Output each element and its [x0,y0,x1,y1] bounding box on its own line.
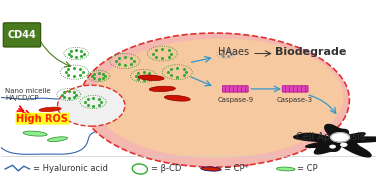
FancyBboxPatch shape [282,86,308,92]
Ellipse shape [80,33,349,167]
Text: Cell Apoptosis: Cell Apoptosis [296,132,365,142]
Polygon shape [294,125,377,157]
Ellipse shape [201,167,221,171]
Ellipse shape [164,95,190,101]
FancyBboxPatch shape [3,23,41,47]
Text: = CP: = CP [297,164,318,174]
Circle shape [331,133,349,142]
FancyBboxPatch shape [222,86,248,92]
Ellipse shape [138,75,164,81]
Ellipse shape [58,85,125,126]
Text: Nano micelle
HA/CD/CP: Nano micelle HA/CD/CP [5,88,51,101]
Circle shape [332,135,341,139]
Ellipse shape [276,167,295,171]
Text: = CP⁺: = CP⁺ [224,164,249,174]
Text: CD44: CD44 [8,30,36,40]
Ellipse shape [48,137,67,142]
Ellipse shape [23,131,47,136]
Ellipse shape [93,38,343,158]
Text: Caspase-3: Caspase-3 [277,97,313,103]
Ellipse shape [39,107,61,112]
Text: High ROS: High ROS [16,114,68,124]
Text: = Hyaluronic acid: = Hyaluronic acid [33,164,108,174]
Text: Biodegrade: Biodegrade [274,47,346,57]
Text: Caspase-9: Caspase-9 [217,97,253,103]
Circle shape [330,145,335,148]
Circle shape [341,143,347,146]
Text: HAaes: HAaes [218,47,250,57]
Text: = β-CD: = β-CD [151,164,181,174]
Ellipse shape [149,86,175,92]
Ellipse shape [17,115,41,119]
